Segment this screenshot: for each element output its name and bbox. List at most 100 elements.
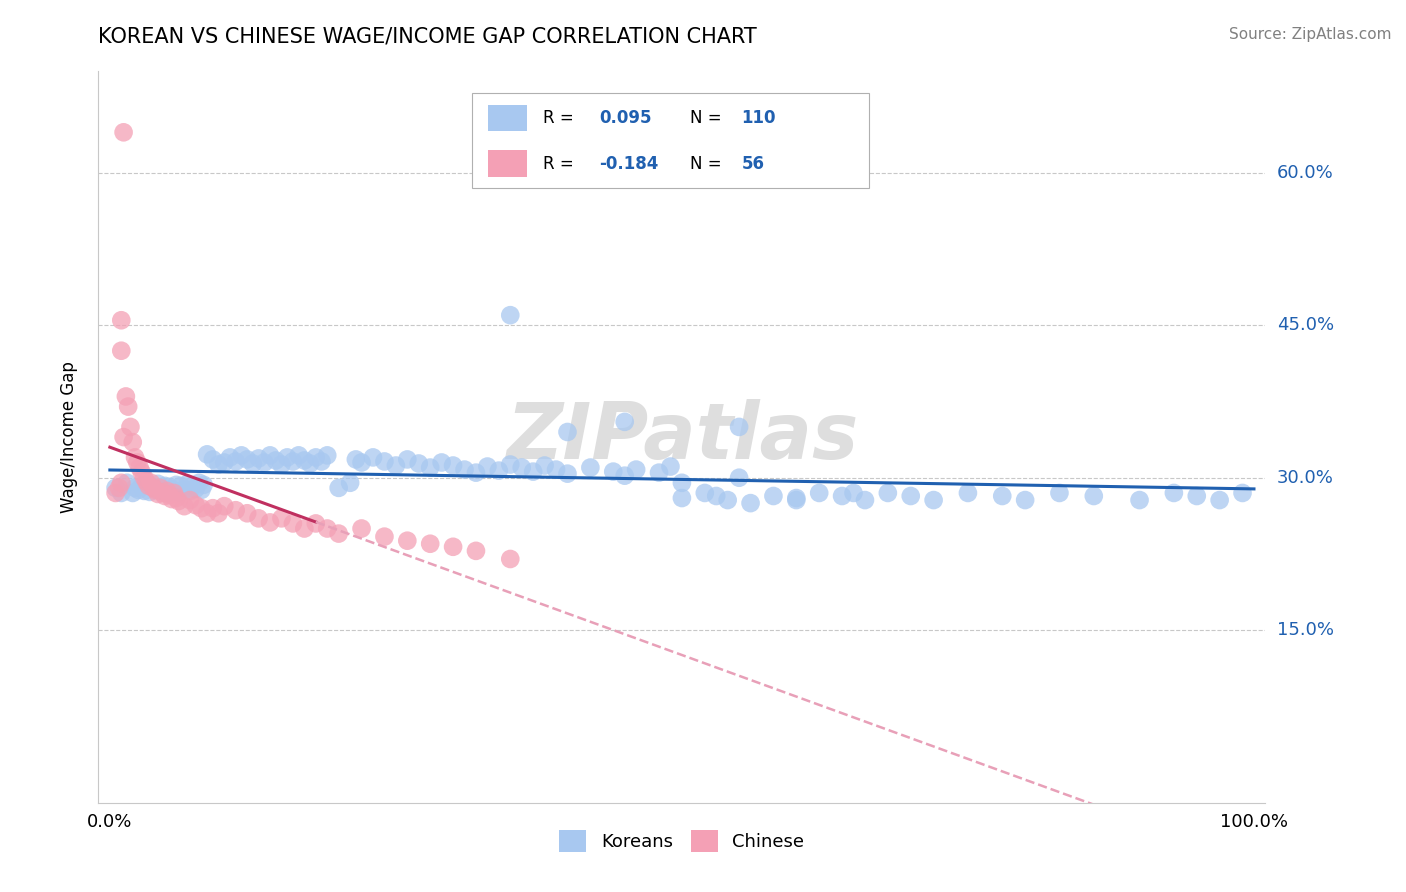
Text: KOREAN VS CHINESE WAGE/INCOME GAP CORRELATION CHART: KOREAN VS CHINESE WAGE/INCOME GAP CORREL… — [98, 27, 758, 46]
Point — [900, 489, 922, 503]
Point — [419, 537, 441, 551]
Point — [510, 460, 533, 475]
Point — [522, 465, 544, 479]
Point — [441, 540, 464, 554]
Point — [176, 476, 198, 491]
Point — [117, 400, 139, 414]
Point — [184, 498, 207, 512]
Point — [350, 521, 373, 535]
Point — [135, 478, 157, 492]
Point — [671, 475, 693, 490]
Point — [214, 455, 236, 469]
Point — [242, 457, 264, 471]
Point — [373, 454, 395, 468]
Point — [165, 478, 187, 492]
Point — [236, 452, 259, 467]
Point — [165, 491, 187, 505]
Point — [311, 454, 333, 468]
Point — [453, 462, 475, 476]
Point — [146, 476, 169, 491]
Point — [499, 308, 522, 322]
Point — [156, 486, 179, 500]
Point — [153, 479, 176, 493]
Point — [1185, 489, 1208, 503]
Point — [201, 501, 224, 516]
Point — [134, 471, 156, 485]
Point — [121, 435, 143, 450]
Point — [785, 491, 807, 505]
Point — [179, 483, 201, 498]
Point — [465, 544, 488, 558]
Point — [110, 343, 132, 358]
Point — [613, 468, 636, 483]
Point — [112, 430, 135, 444]
Point — [613, 415, 636, 429]
Point — [120, 420, 142, 434]
Point — [264, 453, 287, 467]
Point — [441, 458, 464, 473]
Point — [557, 467, 579, 481]
Point — [785, 493, 807, 508]
Point — [1128, 493, 1150, 508]
Point — [557, 425, 579, 439]
Point — [717, 493, 740, 508]
Point — [190, 483, 212, 497]
Point — [305, 516, 328, 531]
Point — [214, 499, 236, 513]
Point — [236, 506, 259, 520]
Point — [110, 475, 132, 490]
Text: ZIPatlas: ZIPatlas — [506, 399, 858, 475]
Point — [956, 486, 979, 500]
Point — [156, 483, 179, 498]
Point — [499, 458, 522, 472]
Point — [740, 496, 762, 510]
Point — [1208, 493, 1230, 508]
Point — [195, 506, 218, 520]
Point — [225, 454, 247, 468]
Point — [139, 475, 162, 490]
Point — [193, 478, 215, 492]
Point — [153, 489, 176, 503]
Point — [138, 479, 160, 493]
Point — [408, 457, 430, 471]
Y-axis label: Wage/Income Gap: Wage/Income Gap — [59, 361, 77, 513]
Point — [430, 455, 453, 469]
Point — [579, 460, 602, 475]
Point — [131, 479, 153, 493]
Point — [624, 462, 647, 476]
Point — [1014, 493, 1036, 508]
Point — [247, 511, 270, 525]
Point — [150, 483, 173, 498]
Point — [419, 460, 441, 475]
Point — [693, 486, 716, 500]
Point — [134, 483, 156, 498]
Point — [146, 487, 169, 501]
Point — [219, 450, 242, 465]
Point — [1232, 486, 1254, 500]
Point — [179, 493, 201, 508]
Point — [671, 491, 693, 505]
Point — [299, 457, 322, 471]
Point — [104, 486, 127, 500]
Point — [328, 526, 350, 541]
Point — [247, 451, 270, 466]
Point — [396, 452, 419, 467]
Text: 15.0%: 15.0% — [1277, 621, 1334, 639]
Point — [876, 486, 898, 500]
Point — [991, 489, 1014, 503]
Point — [173, 499, 195, 513]
Point — [115, 389, 138, 403]
Point — [145, 482, 167, 496]
Point — [1163, 486, 1185, 500]
Point — [281, 454, 304, 468]
Point — [808, 486, 831, 500]
Point — [207, 458, 229, 472]
Point — [145, 483, 167, 497]
Legend: Koreans, Chinese: Koreans, Chinese — [553, 823, 811, 860]
Point — [127, 483, 149, 497]
Point — [316, 448, 339, 462]
Point — [110, 486, 132, 500]
Point — [831, 489, 853, 503]
Point — [396, 533, 419, 548]
Point — [853, 493, 876, 508]
